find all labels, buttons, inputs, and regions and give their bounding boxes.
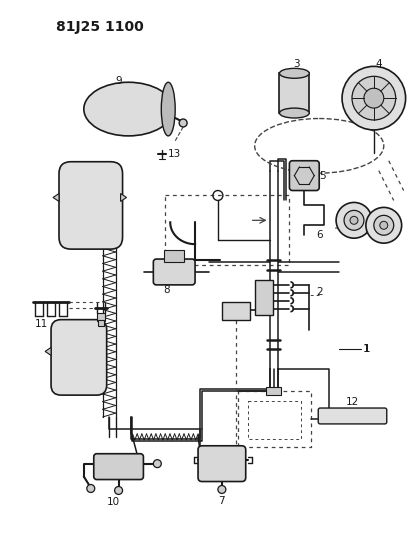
Circle shape xyxy=(87,484,95,492)
Text: 7: 7 xyxy=(218,496,225,506)
Circle shape xyxy=(153,459,161,467)
Text: 5: 5 xyxy=(319,171,326,181)
Bar xyxy=(222,302,249,320)
Circle shape xyxy=(350,216,358,224)
Bar xyxy=(98,320,104,326)
Polygon shape xyxy=(45,348,51,356)
Circle shape xyxy=(374,215,394,235)
Text: 6: 6 xyxy=(316,230,323,240)
Text: 1: 1 xyxy=(364,344,370,354)
Circle shape xyxy=(352,76,396,120)
Text: 8: 8 xyxy=(163,285,170,295)
Text: 2: 2 xyxy=(316,287,323,297)
Polygon shape xyxy=(121,193,126,201)
Bar xyxy=(164,250,184,262)
FancyBboxPatch shape xyxy=(290,161,319,190)
FancyBboxPatch shape xyxy=(198,446,246,481)
Text: 81J25 1100: 81J25 1100 xyxy=(56,20,144,34)
Circle shape xyxy=(342,67,406,130)
Ellipse shape xyxy=(279,108,309,118)
Bar xyxy=(265,387,281,395)
Text: 12: 12 xyxy=(345,397,359,407)
FancyBboxPatch shape xyxy=(51,320,107,395)
FancyBboxPatch shape xyxy=(153,259,195,285)
Text: 11: 11 xyxy=(34,319,48,329)
Circle shape xyxy=(115,487,123,495)
Text: 3: 3 xyxy=(293,59,300,69)
FancyBboxPatch shape xyxy=(94,454,144,480)
Circle shape xyxy=(380,221,388,229)
Text: 4: 4 xyxy=(375,59,382,69)
Ellipse shape xyxy=(161,82,175,136)
Circle shape xyxy=(336,203,372,238)
Polygon shape xyxy=(53,193,59,201)
FancyBboxPatch shape xyxy=(318,408,387,424)
Bar xyxy=(97,313,105,321)
FancyBboxPatch shape xyxy=(59,161,123,249)
Bar xyxy=(279,74,309,113)
Ellipse shape xyxy=(84,82,173,136)
Bar xyxy=(255,280,272,314)
Text: 13: 13 xyxy=(168,149,181,159)
Circle shape xyxy=(218,486,226,494)
Ellipse shape xyxy=(279,68,309,78)
Circle shape xyxy=(344,211,364,230)
Circle shape xyxy=(179,119,187,127)
Text: 10: 10 xyxy=(107,497,120,507)
Circle shape xyxy=(364,88,384,108)
Text: 9: 9 xyxy=(115,76,122,86)
Text: 1: 1 xyxy=(363,344,369,354)
Circle shape xyxy=(366,207,402,243)
